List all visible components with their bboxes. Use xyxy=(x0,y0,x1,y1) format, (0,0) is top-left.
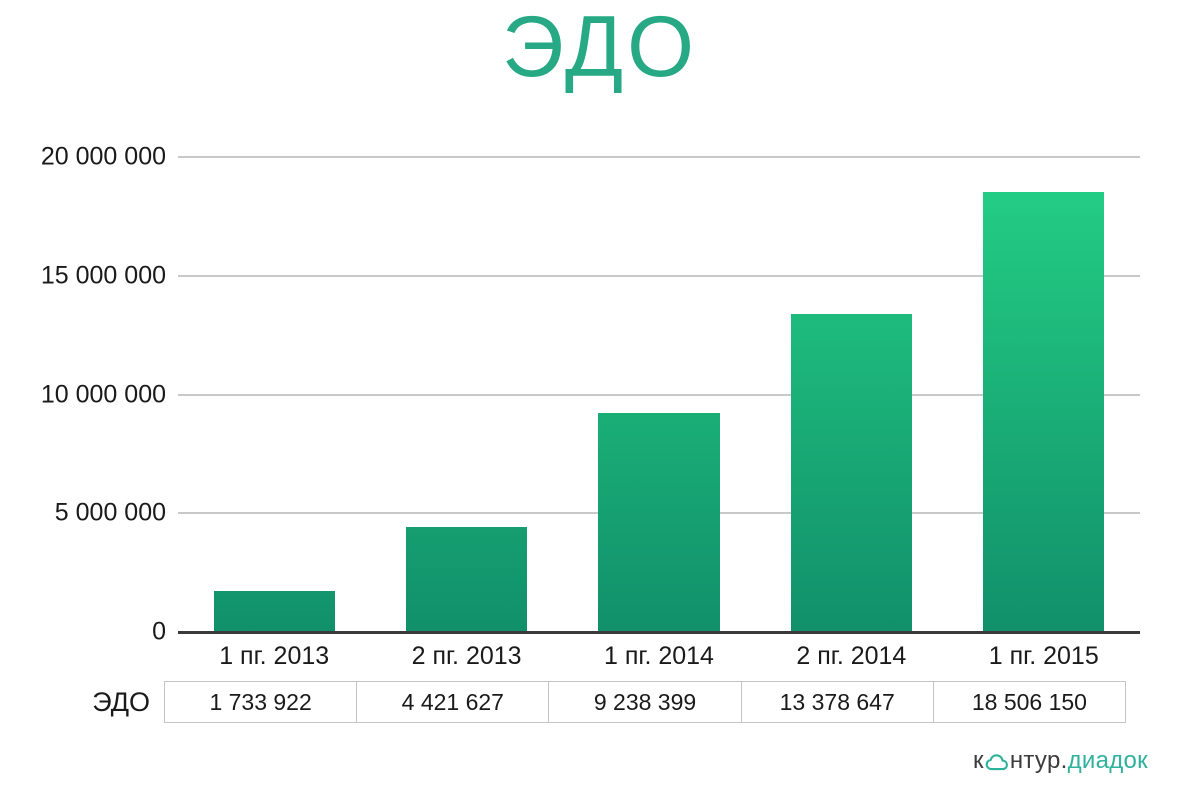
bar xyxy=(598,413,719,632)
chart-title: ЭДО xyxy=(0,2,1200,92)
cloud-icon xyxy=(985,754,1009,771)
logo-text-ntur: нтур. xyxy=(1010,749,1068,773)
plot-area xyxy=(178,157,1140,632)
table-cells: 1 733 9224 421 6279 238 39913 378 64718 … xyxy=(164,681,1126,723)
bar-series xyxy=(178,157,1140,632)
data-table: ЭДО 1 733 9224 421 6279 238 39913 378 64… xyxy=(0,681,1140,723)
table-cell: 18 506 150 xyxy=(933,681,1126,723)
bar-slot xyxy=(370,157,562,632)
bar-slot xyxy=(178,157,370,632)
bar xyxy=(983,192,1104,632)
x-tick-label: 2 пг. 2013 xyxy=(370,642,562,671)
x-axis-line xyxy=(178,631,1140,634)
x-tick-label: 2 пг. 2014 xyxy=(755,642,947,671)
y-tick-label: 15 000 000 xyxy=(0,261,166,290)
bar-slot xyxy=(563,157,755,632)
bar-slot xyxy=(948,157,1140,632)
y-axis-labels: 20 000 00015 000 00010 000 0005 000 0000 xyxy=(0,157,166,632)
x-tick-label: 1 пг. 2013 xyxy=(178,642,370,671)
bar xyxy=(791,314,912,632)
logo-text-diadoc: диадок xyxy=(1068,749,1148,773)
table-cell: 1 733 922 xyxy=(164,681,357,723)
bar-slot xyxy=(755,157,947,632)
table-cell: 13 378 647 xyxy=(741,681,934,723)
logo-text-k: к xyxy=(973,749,984,773)
y-tick-label: 20 000 000 xyxy=(0,143,166,172)
kontur-diadoc-logo: к нтур. диадок xyxy=(973,749,1148,773)
bar xyxy=(214,591,335,632)
chart-canvas: ЭДО 20 000 000 15 000 000 10 000 000 5 000 … xyxy=(0,0,1200,800)
table-cell: 4 421 627 xyxy=(356,681,549,723)
x-tick-label: 1 пг. 2015 xyxy=(948,642,1140,671)
x-axis-labels: 1 пг. 20132 пг. 20131 пг. 20142 пг. 2014… xyxy=(178,642,1140,671)
y-tick-label: 0 xyxy=(0,618,166,647)
bar xyxy=(406,527,527,632)
table-row-label: ЭДО xyxy=(0,681,164,723)
y-tick-label: 5 000 000 xyxy=(0,499,166,528)
table-cell: 9 238 399 xyxy=(548,681,741,723)
y-tick-label: 10 000 000 xyxy=(0,380,166,409)
x-tick-label: 1 пг. 2014 xyxy=(563,642,755,671)
